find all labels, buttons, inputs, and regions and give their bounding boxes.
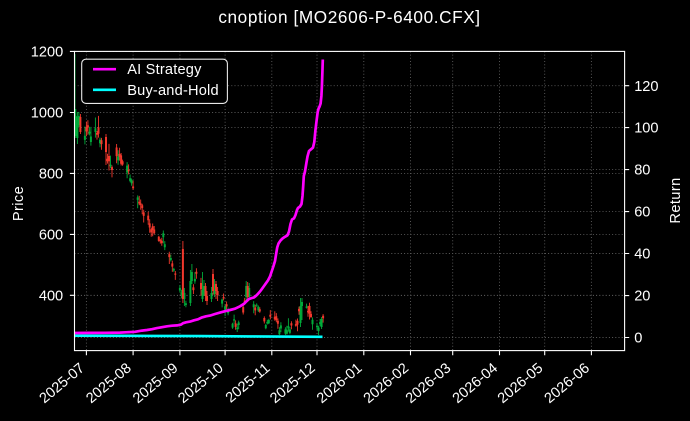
svg-text:40: 40	[634, 247, 650, 263]
svg-text:AI Strategy: AI Strategy	[127, 62, 202, 78]
svg-text:Buy-and-Hold: Buy-and-Hold	[127, 83, 219, 99]
svg-text:60: 60	[634, 205, 650, 221]
svg-text:cnoption [MO2606-P-6400.CFX]: cnoption [MO2606-P-6400.CFX]	[218, 7, 480, 27]
svg-text:120: 120	[634, 79, 658, 95]
svg-text:80: 80	[634, 163, 650, 179]
svg-text:Return: Return	[668, 177, 684, 223]
svg-text:800: 800	[39, 167, 63, 183]
svg-text:0: 0	[634, 331, 642, 347]
svg-text:600: 600	[39, 228, 63, 244]
svg-text:1200: 1200	[31, 45, 63, 61]
svg-text:100: 100	[634, 121, 658, 137]
svg-text:1000: 1000	[31, 106, 63, 122]
svg-text:Price: Price	[11, 186, 27, 221]
svg-text:20: 20	[634, 289, 650, 305]
svg-text:400: 400	[39, 288, 63, 304]
